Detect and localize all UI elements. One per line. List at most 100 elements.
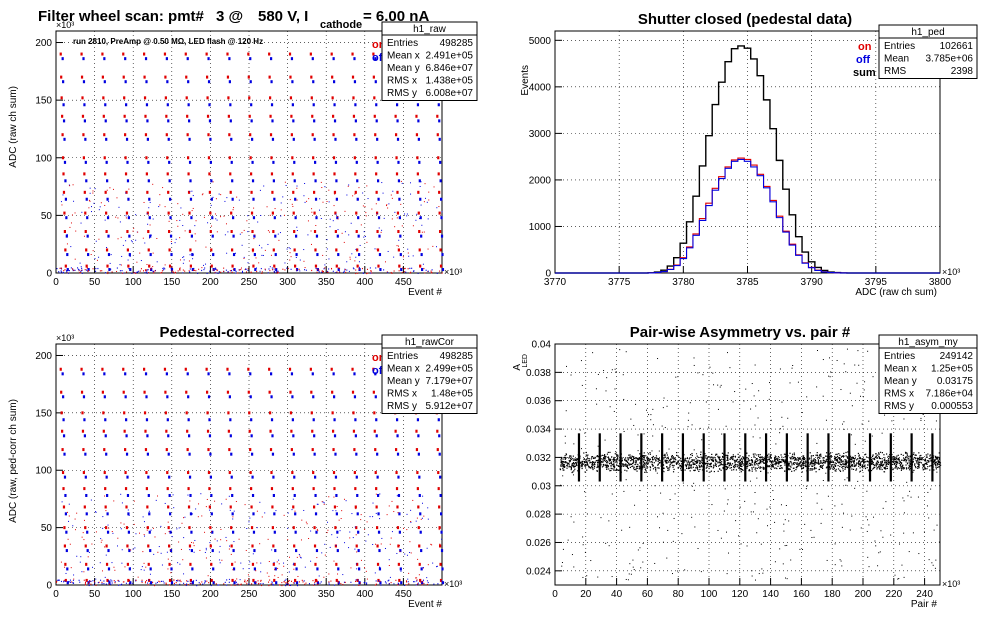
on-marker (268, 367, 271, 371)
band-point (714, 462, 716, 464)
band-point (570, 458, 572, 460)
band-point (749, 470, 751, 472)
transition-dot (193, 267, 195, 269)
band-point (784, 464, 786, 466)
on-marker (290, 133, 293, 137)
band-point (876, 468, 878, 470)
band-point (592, 466, 594, 468)
band-point (603, 459, 605, 461)
baseline-dot (88, 581, 90, 583)
band-point (701, 469, 704, 471)
band-point (596, 455, 598, 458)
off-marker (314, 512, 318, 516)
outlier-point (565, 410, 567, 412)
baseline-dot (125, 582, 127, 584)
spike (848, 433, 851, 482)
band-point (738, 462, 740, 464)
band-point (829, 466, 831, 468)
transition-dot (226, 197, 228, 199)
band-point (608, 463, 611, 465)
transition-dot (101, 570, 103, 572)
transition-dot (227, 231, 229, 233)
band-point (627, 467, 629, 470)
band-point (789, 458, 792, 460)
band-point (600, 458, 602, 460)
on-marker (143, 367, 146, 371)
transition-dot (91, 206, 93, 208)
baseline-dot (374, 584, 376, 586)
baseline-dot (198, 582, 200, 584)
on-marker (125, 526, 129, 530)
transition-dot (424, 197, 426, 199)
baseline-dot (339, 271, 341, 273)
band-point (884, 468, 887, 470)
baseline-dot (250, 271, 252, 274)
band-point (885, 460, 888, 462)
band-point (712, 457, 714, 459)
band-point (825, 452, 828, 454)
outlier-point (822, 479, 824, 481)
transition-dot (406, 529, 408, 531)
band-point (712, 467, 714, 469)
baseline-dot (340, 582, 342, 585)
band-point (820, 461, 822, 463)
transition-dot (435, 246, 437, 248)
baseline-dot (358, 268, 360, 270)
transition-dot (95, 531, 97, 533)
on-marker (351, 390, 355, 394)
on-marker (164, 96, 167, 100)
transition-dot (88, 207, 90, 209)
band-point (804, 458, 806, 460)
band-point (705, 457, 707, 459)
off-marker (337, 268, 340, 272)
transition-dot (274, 208, 276, 210)
baseline-dot (370, 270, 372, 272)
stats-value: 5.912e+07 (425, 401, 473, 412)
y-tick-label: 5000 (529, 36, 552, 47)
outlier-point (632, 559, 634, 561)
outlier-point (754, 503, 756, 505)
band-point (755, 458, 757, 460)
band-point (887, 459, 889, 461)
transition-dot (407, 252, 409, 254)
band-point (779, 467, 781, 470)
transition-dot (335, 213, 337, 215)
band-point (908, 464, 910, 467)
transition-dot (412, 225, 414, 227)
band-point (830, 461, 832, 464)
outlier-point (623, 490, 625, 492)
band-point (880, 464, 882, 467)
band-point (681, 466, 683, 468)
on-marker (356, 248, 359, 252)
band-point (696, 462, 698, 464)
baseline-dot (97, 582, 99, 584)
outlier-point (840, 560, 842, 562)
off-marker (355, 452, 358, 456)
on-marker (437, 471, 440, 475)
baseline-dot (288, 584, 290, 586)
outlier-point (829, 376, 831, 378)
on-marker (59, 52, 62, 56)
on-marker (62, 505, 66, 509)
transition-dot (178, 541, 180, 543)
band-point (735, 460, 737, 462)
outlier-point (875, 545, 877, 547)
band-point (925, 463, 928, 465)
band-point (698, 464, 700, 466)
on-marker (144, 133, 148, 137)
band-point (758, 462, 760, 464)
on-marker (333, 487, 336, 491)
baseline-dot (260, 580, 262, 582)
baseline-dot (141, 581, 143, 584)
band-point (574, 468, 576, 470)
band-point (777, 457, 779, 459)
x-tick-label: 400 (356, 277, 373, 288)
baseline-dot (144, 272, 146, 274)
transition-dot (416, 213, 418, 215)
band-point (611, 456, 613, 458)
on-marker (122, 75, 125, 79)
band-point (800, 464, 802, 466)
transition-dot (259, 189, 261, 191)
baseline-dot (223, 270, 225, 272)
transition-dot (203, 264, 205, 266)
